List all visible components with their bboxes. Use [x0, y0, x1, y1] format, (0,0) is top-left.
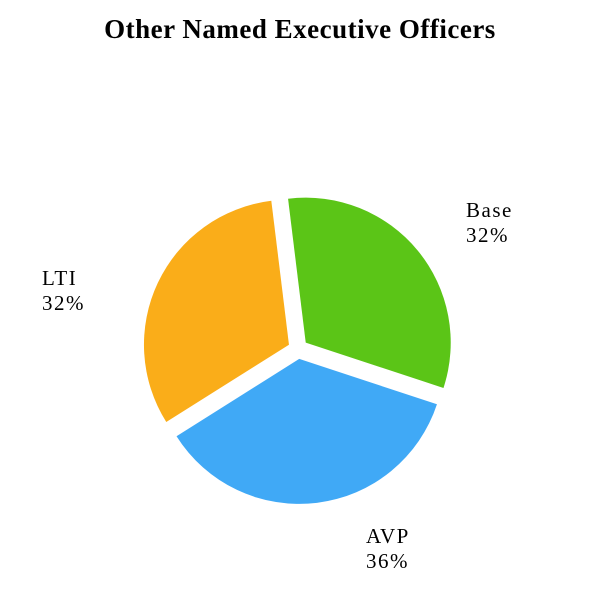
pie-slice-avp — [176, 358, 437, 504]
slice-label-avp-pct: 36% — [366, 549, 409, 573]
slice-label-lti-name: LTI — [42, 266, 78, 290]
slice-label-base-pct: 32% — [466, 223, 509, 247]
chart-title: Other Named Executive Officers — [104, 14, 496, 44]
pie-slice-base — [288, 197, 451, 388]
slice-label-avp: AVP 36% — [366, 524, 410, 574]
slice-label-base: Base 32% — [466, 198, 513, 248]
pie-slice-lti — [143, 200, 289, 422]
slice-label-avp-name: AVP — [366, 524, 410, 548]
slice-label-lti: LTI 32% — [42, 266, 85, 316]
pie-slices-group — [143, 197, 451, 504]
slice-label-lti-pct: 32% — [42, 291, 85, 315]
slice-label-base-name: Base — [466, 198, 513, 222]
